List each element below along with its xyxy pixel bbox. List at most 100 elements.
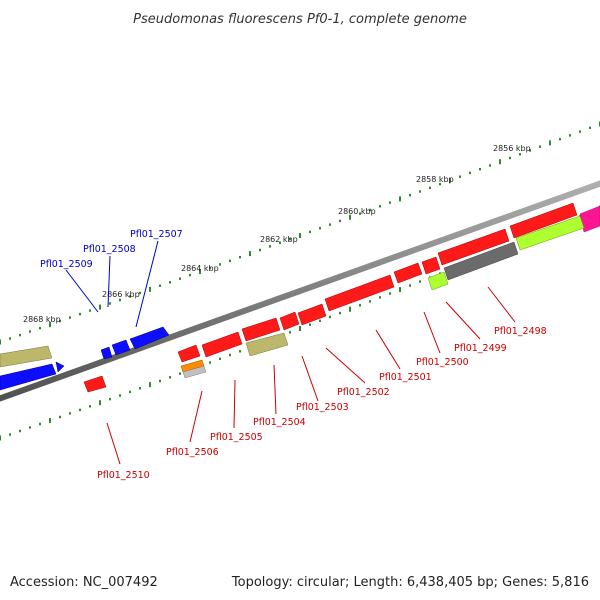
outer-scale-tick	[159, 284, 161, 287]
gene-feature-gray[interactable]	[443, 241, 519, 281]
outer-scale-tick	[329, 223, 331, 226]
inner-scale-tick	[69, 412, 71, 415]
gene-label-2506[interactable]: Pfl01_2506	[166, 447, 219, 458]
gene-label-2507[interactable]: Pfl01_2507	[130, 229, 183, 240]
outer-scale-tick	[0, 339, 1, 345]
gene-feature-2503[interactable]	[297, 303, 327, 326]
inner-scale-tick	[149, 382, 151, 388]
outer-scale-tick	[169, 281, 171, 284]
leader-line-2505	[233, 379, 236, 429]
inner-scale-tick	[309, 323, 311, 326]
scale-label-2868: 2868 kbp	[23, 315, 61, 324]
leader-line-2501	[375, 329, 401, 370]
inner-scale-tick	[119, 394, 121, 397]
outer-scale-tick	[139, 291, 141, 295]
gene-label-2502[interactable]: Pfl01_2502	[337, 387, 390, 398]
gene-feature-2509[interactable]	[100, 346, 113, 360]
gene-feature-blue-left-arrow[interactable]	[55, 361, 65, 373]
gene-feature-silver[interactable]	[182, 365, 207, 379]
outer-scale-tick	[399, 196, 401, 202]
outer-scale-tick	[69, 316, 71, 319]
outer-scale-tick	[529, 149, 531, 152]
outer-scale-tick	[119, 298, 121, 302]
outer-scale-tick	[429, 186, 431, 189]
inner-scale-tick	[139, 387, 141, 390]
forward-gene-labels: Pfl01_2507 Pfl01_2508 Pfl01_2509	[40, 229, 183, 270]
gene-feature-2500[interactable]	[421, 256, 441, 275]
scale-labels: 2856 kbp 2858 kbp 2860 kbp 2862 kbp 2864…	[23, 144, 531, 324]
inner-scale-tick	[59, 415, 61, 419]
gene-feature-lime-right[interactable]	[515, 215, 585, 251]
gene-label-2500[interactable]: Pfl01_2500	[416, 357, 469, 368]
outer-scale-tick	[39, 326, 41, 330]
gene-feature-2510[interactable]	[83, 375, 107, 393]
inner-scale-tick	[399, 287, 401, 293]
inner-scale-tick	[129, 390, 131, 394]
outer-scale-tick	[19, 333, 21, 337]
gene-feature-khaki-left[interactable]	[0, 345, 53, 368]
outer-scale-tick	[379, 205, 381, 208]
gene-feature-2505[interactable]	[241, 317, 281, 342]
gene-label-2510[interactable]: Pfl01_2510	[97, 470, 150, 481]
outer-scale-tick	[409, 194, 411, 197]
inner-scale-tick	[389, 292, 391, 295]
gene-label-2501[interactable]: Pfl01_2501	[379, 372, 432, 383]
inner-scale-tick	[339, 311, 341, 315]
outer-scale-tick	[29, 330, 31, 333]
outer-scale-tick	[589, 126, 591, 129]
gene-feature-2504[interactable]	[279, 311, 300, 331]
gene-label-2503[interactable]: Pfl01_2503	[296, 402, 349, 413]
outer-scale-ticks	[0, 121, 600, 345]
outer-scale-tick	[319, 227, 321, 230]
outer-scale-tick	[79, 312, 81, 316]
outer-scale-tick	[109, 302, 111, 305]
outer-scale-tick	[499, 159, 501, 165]
gene-feature-2499[interactable]	[437, 228, 510, 266]
outer-scale-tick	[49, 322, 51, 328]
gene-label-2508[interactable]: Pfl01_2508	[83, 244, 136, 255]
outer-scale-tick	[539, 145, 541, 148]
outer-scale-tick	[179, 277, 181, 280]
inner-scale-tick	[239, 350, 241, 353]
inner-scale-tick	[299, 326, 301, 331]
outer-scale-tick	[459, 175, 461, 178]
inner-scale-tick	[379, 296, 381, 299]
gene-feature-khaki-mid[interactable]	[245, 332, 289, 357]
scale-label-2860: 2860 kbp	[338, 207, 376, 216]
outer-scale-tick	[349, 214, 351, 220]
gene-feature-2502[interactable]	[324, 274, 395, 312]
inner-scale-tick	[349, 306, 351, 312]
outer-scale-tick	[449, 177, 451, 183]
scale-label-2862: 2862 kbp	[260, 235, 298, 244]
gene-feature-2506[interactable]	[201, 331, 243, 358]
inner-scale-tick	[79, 408, 81, 412]
gene-feature-2508[interactable]	[111, 339, 131, 356]
gene-feature-lime-small[interactable]	[427, 271, 449, 291]
leader-line-2509	[65, 269, 99, 313]
genome-backbone	[0, 180, 600, 402]
genome-summary-text: Topology: circular; Length: 6,438,405 bp…	[231, 575, 589, 590]
outer-scale-tick	[339, 219, 341, 223]
gene-feature-blue-left[interactable]	[0, 363, 57, 391]
outer-scale-tick	[269, 245, 271, 248]
scale-label-2866: 2866 kbp	[102, 290, 140, 299]
outer-scale-tick	[289, 237, 291, 241]
inner-scale-tick	[39, 422, 41, 426]
inner-scale-tick	[329, 315, 331, 319]
outer-scale-tick	[359, 212, 361, 215]
inner-scale-tick	[109, 397, 111, 401]
gene-label-2505[interactable]: Pfl01_2505	[210, 432, 263, 443]
outer-scale-tick	[309, 230, 311, 234]
gene-feature-2498[interactable]	[509, 202, 578, 239]
gene-label-2509[interactable]: Pfl01_2509	[40, 259, 93, 270]
outer-scale-tick	[129, 295, 131, 298]
forward-leader-lines	[65, 240, 159, 328]
gene-feature-2501[interactable]	[393, 262, 423, 284]
outer-scale-tick	[569, 134, 571, 137]
gene-label-2499[interactable]: Pfl01_2499	[454, 343, 507, 354]
gene-feature-small-red[interactable]	[177, 344, 201, 363]
gene-feature-2507[interactable]	[129, 326, 170, 350]
gene-label-2504[interactable]: Pfl01_2504	[253, 417, 306, 428]
gene-label-2498[interactable]: Pfl01_2498	[494, 326, 547, 337]
outer-scale-tick	[559, 138, 561, 141]
